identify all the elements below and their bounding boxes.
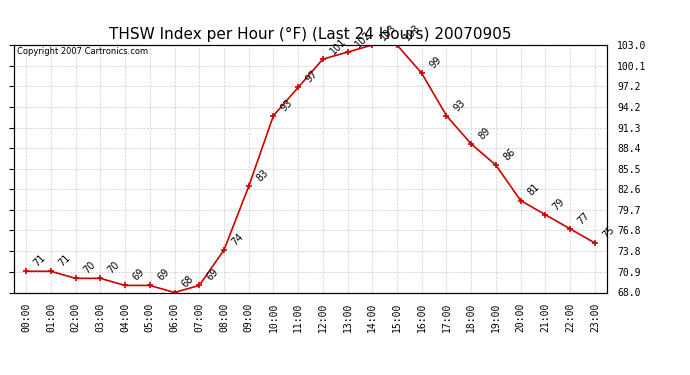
- Text: 89: 89: [477, 126, 493, 141]
- Text: 97: 97: [304, 69, 319, 85]
- Text: 68: 68: [180, 274, 196, 290]
- Text: 70: 70: [81, 260, 97, 276]
- Text: 69: 69: [155, 267, 171, 283]
- Text: 70: 70: [106, 260, 121, 276]
- Text: 101: 101: [328, 36, 348, 56]
- Text: 74: 74: [230, 231, 246, 247]
- Text: 69: 69: [130, 267, 146, 283]
- Text: 103: 103: [402, 22, 423, 42]
- Text: 93: 93: [279, 97, 295, 113]
- Text: 86: 86: [502, 147, 518, 162]
- Text: 83: 83: [254, 168, 270, 184]
- Text: 69: 69: [205, 267, 221, 283]
- Text: 102: 102: [353, 29, 373, 49]
- Text: Copyright 2007 Cartronics.com: Copyright 2007 Cartronics.com: [17, 48, 148, 57]
- Text: 75: 75: [600, 224, 616, 240]
- Text: 77: 77: [575, 210, 591, 226]
- Text: 71: 71: [57, 253, 72, 268]
- Text: 99: 99: [427, 55, 443, 70]
- Text: 103: 103: [378, 22, 398, 42]
- Text: 93: 93: [452, 97, 468, 113]
- Text: 79: 79: [551, 196, 566, 212]
- Text: 71: 71: [32, 253, 48, 268]
- Text: 81: 81: [526, 182, 542, 198]
- Title: THSW Index per Hour (°F) (Last 24 Hours) 20070905: THSW Index per Hour (°F) (Last 24 Hours)…: [109, 27, 512, 42]
